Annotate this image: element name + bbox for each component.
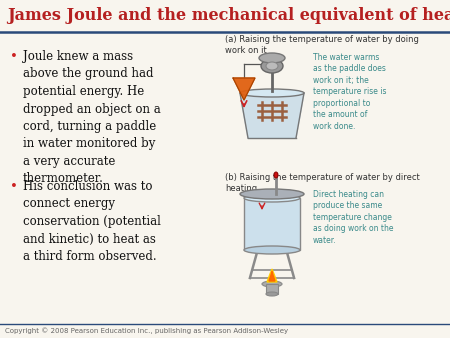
- Ellipse shape: [240, 89, 304, 97]
- Ellipse shape: [266, 292, 278, 296]
- Text: His conclusion was to
connect energy
conservation (potential
and kinetic) to hea: His conclusion was to connect energy con…: [23, 180, 161, 263]
- Text: The water warms
as the paddle does
work on it; the
temperature rise is
proportio: The water warms as the paddle does work …: [313, 53, 387, 131]
- Text: Direct heating can
produce the same
temperature change
as doing work on the
wate: Direct heating can produce the same temp…: [313, 190, 393, 245]
- Ellipse shape: [259, 53, 285, 63]
- Polygon shape: [240, 93, 304, 138]
- Ellipse shape: [266, 62, 278, 70]
- Text: (b) Raising the temperature of water by direct
heating: (b) Raising the temperature of water by …: [225, 173, 420, 193]
- Text: (a) Raising the temperature of water by doing
work on it: (a) Raising the temperature of water by …: [225, 35, 419, 55]
- Bar: [244, 198, 300, 250]
- Ellipse shape: [240, 189, 304, 199]
- Text: Copyright © 2008 Pearson Education Inc., publishing as Pearson Addison-Wesley: Copyright © 2008 Pearson Education Inc.,…: [5, 328, 288, 334]
- Ellipse shape: [244, 194, 300, 202]
- Polygon shape: [267, 269, 277, 282]
- Text: •: •: [10, 180, 18, 193]
- Bar: [266, 284, 278, 294]
- Text: •: •: [10, 50, 18, 63]
- Text: James Joule and the mechanical equivalent of heat: James Joule and the mechanical equivalen…: [7, 6, 450, 24]
- Text: Joule knew a mass
above the ground had
potential energy. He
dropped an object on: Joule knew a mass above the ground had p…: [23, 50, 161, 186]
- Polygon shape: [233, 78, 255, 100]
- Ellipse shape: [262, 281, 282, 287]
- Ellipse shape: [244, 246, 300, 254]
- Polygon shape: [269, 271, 275, 281]
- Ellipse shape: [274, 172, 278, 178]
- Ellipse shape: [261, 59, 283, 73]
